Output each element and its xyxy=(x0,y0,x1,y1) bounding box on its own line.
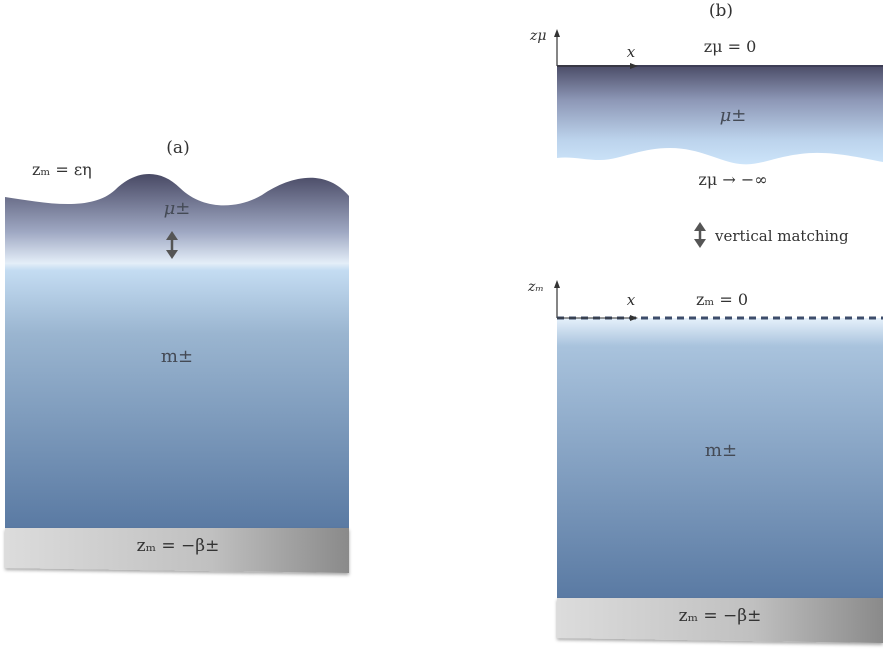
panel-b-upper-layer-label: μ± xyxy=(720,105,747,126)
panel-a: (a) zₘ = εη μ± m± zₘ = −β± xyxy=(5,138,349,573)
panel-b-lower-surface-label: zₘ = 0 xyxy=(696,290,748,309)
panel-b-upper-limit-label: zμ → −∞ xyxy=(698,170,767,189)
panel-b-upper-water xyxy=(557,66,883,165)
panel-b-lower-z-axis-icon xyxy=(554,280,560,318)
panel-b-lower-water xyxy=(557,318,883,598)
panel-b-upper-x-label: x xyxy=(627,43,636,61)
panel-a-lower-layer-label: m± xyxy=(161,346,193,367)
panel-b-bed xyxy=(557,598,883,643)
panel-b-matching-label: vertical matching xyxy=(714,227,849,245)
panel-a-bed xyxy=(5,528,349,573)
panel-b: (b) zμ x zμ = 0 μ± zμ → −∞ vertical matc… xyxy=(527,1,883,643)
panel-b-lower-x-label: x xyxy=(627,291,636,309)
panel-a-water-column xyxy=(5,173,349,528)
panel-b-upper-z-axis-icon xyxy=(554,29,560,66)
panel-a-surface-label: zₘ = εη xyxy=(32,160,92,179)
panel-b-caption: (b) xyxy=(709,1,733,21)
panel-b-lower-layer-label: m± xyxy=(705,440,737,461)
panel-a-matching-arrow-icon xyxy=(166,231,178,259)
panel-a-bottom-label: zₘ = −β± xyxy=(137,536,220,556)
panel-b-upper-surface-label: zμ = 0 xyxy=(704,37,757,56)
panel-a-upper-layer-label: μ± xyxy=(164,198,191,219)
panel-b-lower-axis-label: zₘ xyxy=(527,279,544,295)
panel-b-upper-axis-label: zμ xyxy=(529,28,546,44)
panel-a-caption: (a) xyxy=(166,138,189,158)
panel-b-bottom-label: zₘ = −β± xyxy=(679,606,762,626)
panel-b-matching-arrow-icon xyxy=(694,222,706,248)
panel-b-lower-x-axis-icon xyxy=(557,315,638,321)
panel-b-upper-x-axis-icon xyxy=(557,63,638,69)
